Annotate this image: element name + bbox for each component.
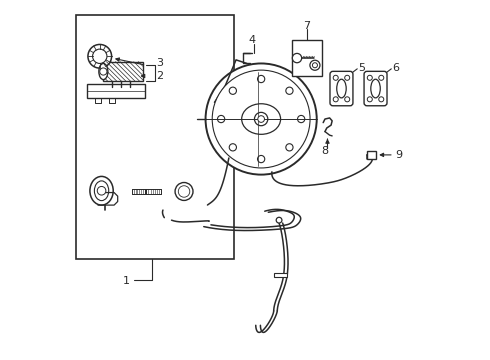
Text: 3: 3 xyxy=(156,58,164,68)
Bar xyxy=(103,62,143,81)
FancyBboxPatch shape xyxy=(330,71,353,106)
Circle shape xyxy=(258,116,265,122)
Circle shape xyxy=(293,53,302,63)
Bar xyxy=(292,40,322,76)
Circle shape xyxy=(175,183,193,201)
Ellipse shape xyxy=(99,63,108,80)
Circle shape xyxy=(286,144,293,151)
Text: 6: 6 xyxy=(392,63,399,73)
Text: 7: 7 xyxy=(303,21,311,31)
Ellipse shape xyxy=(242,104,281,134)
Text: 8: 8 xyxy=(321,146,328,156)
Text: 5: 5 xyxy=(358,63,365,73)
Circle shape xyxy=(205,63,317,175)
Text: 9: 9 xyxy=(395,150,402,160)
Circle shape xyxy=(344,97,350,102)
Circle shape xyxy=(276,217,282,223)
Circle shape xyxy=(313,63,318,68)
Circle shape xyxy=(212,70,310,168)
Circle shape xyxy=(88,44,112,68)
Text: 1: 1 xyxy=(123,276,130,286)
Bar xyxy=(76,15,234,259)
Ellipse shape xyxy=(337,79,346,98)
Circle shape xyxy=(297,116,305,123)
Circle shape xyxy=(229,87,237,94)
Bar xyxy=(367,150,376,159)
Circle shape xyxy=(286,87,293,94)
Ellipse shape xyxy=(90,176,113,205)
Circle shape xyxy=(93,49,107,63)
Ellipse shape xyxy=(95,181,109,201)
Circle shape xyxy=(178,186,190,197)
Circle shape xyxy=(254,112,268,126)
Text: 2: 2 xyxy=(156,71,164,81)
Circle shape xyxy=(310,60,320,70)
Circle shape xyxy=(368,75,372,80)
Circle shape xyxy=(379,75,384,80)
Circle shape xyxy=(368,97,372,102)
Text: 4: 4 xyxy=(248,35,256,45)
Circle shape xyxy=(218,116,225,123)
Bar xyxy=(274,273,287,277)
Circle shape xyxy=(379,97,384,102)
FancyBboxPatch shape xyxy=(364,71,387,106)
Circle shape xyxy=(344,75,350,80)
Circle shape xyxy=(333,75,338,80)
Circle shape xyxy=(229,144,237,151)
Circle shape xyxy=(333,97,338,102)
Circle shape xyxy=(100,68,107,75)
Ellipse shape xyxy=(371,79,380,98)
Circle shape xyxy=(97,186,106,195)
Bar xyxy=(87,84,145,98)
Circle shape xyxy=(258,75,265,83)
Circle shape xyxy=(258,156,265,163)
